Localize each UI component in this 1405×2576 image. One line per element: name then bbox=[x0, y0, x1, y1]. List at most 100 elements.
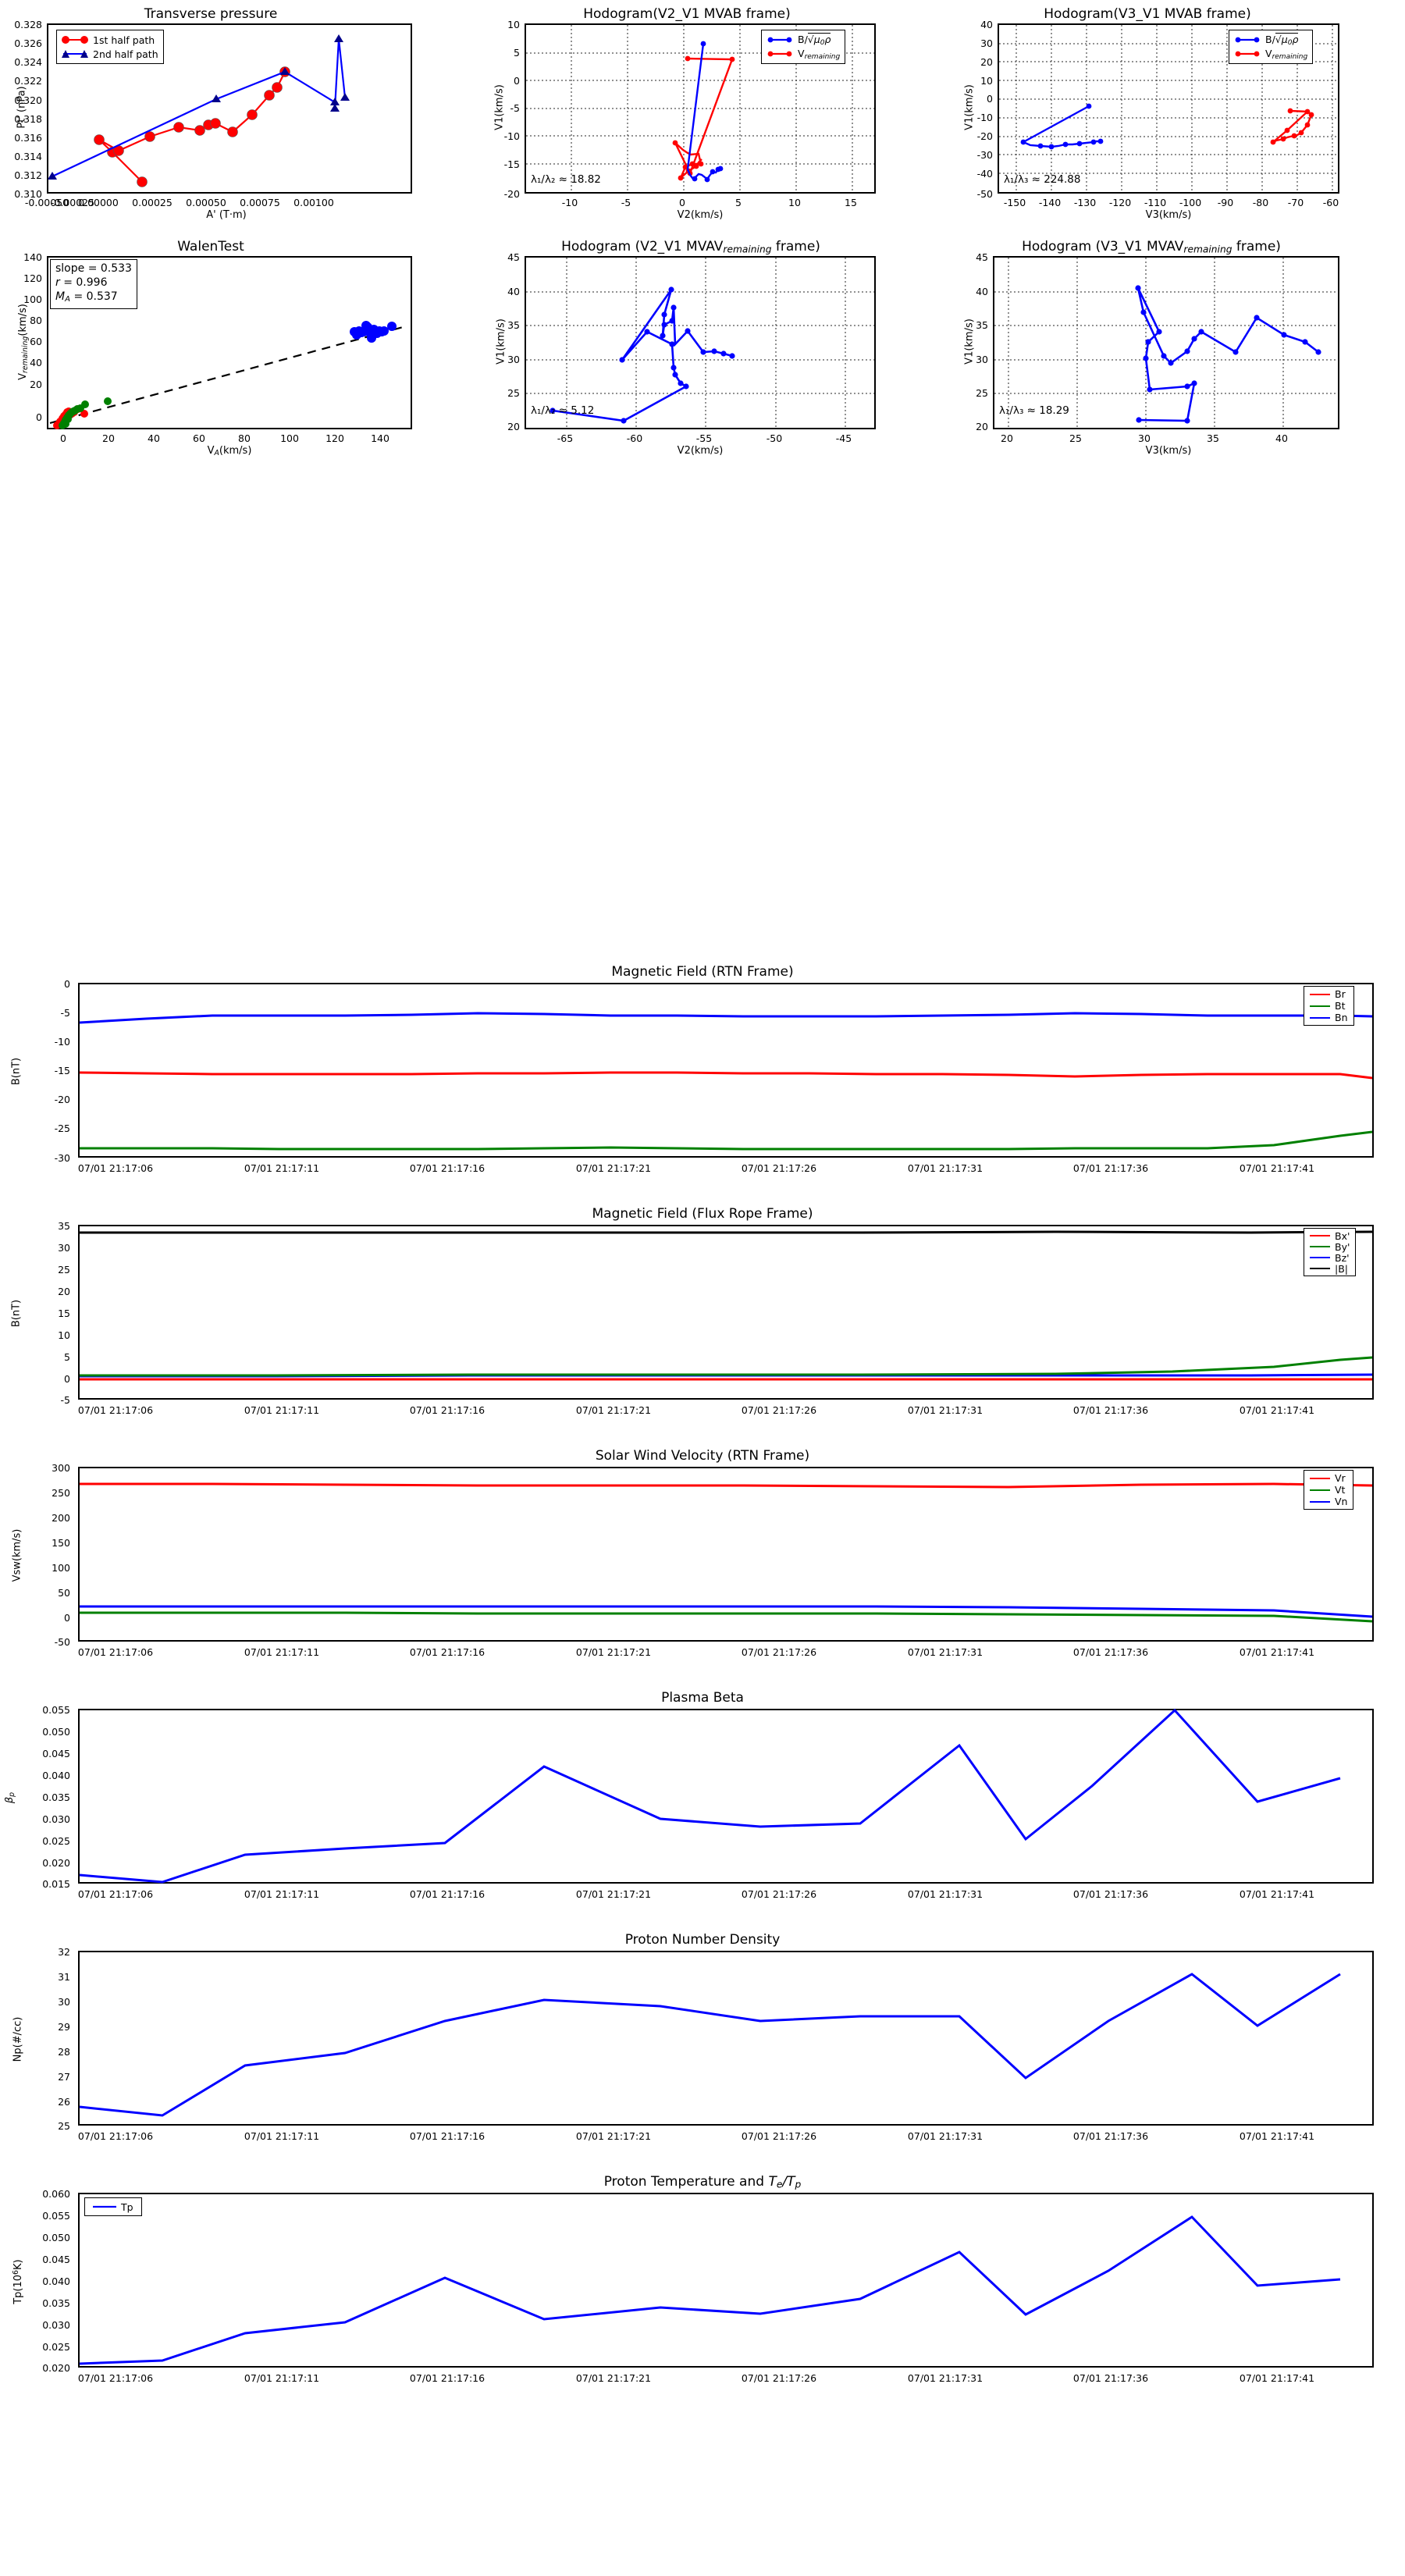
legend-label-b-alfven: B/√μ0ρ bbox=[1265, 32, 1299, 47]
y-tick: 0.322 bbox=[14, 75, 42, 87]
x-tick: 5 bbox=[735, 197, 742, 208]
x-tick: 0.00075 bbox=[240, 197, 280, 208]
y-tick: 40 bbox=[30, 357, 42, 368]
y-tick: 0.040 bbox=[42, 2275, 70, 2287]
x-tick: 07/01 21:17:36 bbox=[1072, 1888, 1149, 1900]
x-axis-label: A' (T·m) bbox=[206, 209, 247, 221]
legend-row: By' bbox=[1310, 1241, 1350, 1253]
x-tick: -0.00050 bbox=[24, 197, 69, 208]
y-axis-label: B(nT) bbox=[10, 1299, 23, 1328]
x-tick: 07/01 21:17:26 bbox=[741, 1646, 817, 1658]
legend-label: Vt bbox=[1335, 1484, 1346, 1496]
legend-row: Vt bbox=[1310, 1484, 1347, 1496]
x-tick: 0.00050 bbox=[186, 197, 226, 208]
y-tick: 0.318 bbox=[14, 113, 42, 125]
y-tick: 200 bbox=[52, 1512, 70, 1524]
y-tick: 0.025 bbox=[42, 1835, 70, 1847]
grid-lines bbox=[526, 258, 874, 428]
x-tick: 07/01 21:17:16 bbox=[409, 2130, 486, 2142]
y-axis-label: B(nT) bbox=[10, 1057, 23, 1086]
legend-label: Tp bbox=[121, 2201, 133, 2213]
series-b-alfven-line bbox=[686, 43, 721, 181]
y-tick: 20 bbox=[980, 56, 993, 68]
y-tick: 0.055 bbox=[42, 2210, 70, 2222]
b-rtn-svg bbox=[79, 1012, 1373, 1151]
series-bn bbox=[79, 1012, 1373, 1024]
legend-marker-vr bbox=[1310, 1477, 1330, 1479]
x-axis-label: V2(km/s) bbox=[677, 445, 724, 457]
y-tick: 30 bbox=[507, 354, 520, 365]
y-tick: 0.020 bbox=[42, 1857, 70, 1869]
x-tick: -100 bbox=[1179, 197, 1202, 208]
y-axis-label: V1(km/s) bbox=[495, 318, 507, 365]
y-tick: 0.314 bbox=[14, 151, 42, 162]
legend-label: Vn bbox=[1335, 1496, 1348, 1507]
y-tick: -50 bbox=[976, 188, 993, 200]
y-tick: -15 bbox=[54, 1065, 70, 1076]
walen-stats-box: slope = 0.533 r = 0.996 MA = 0.537 bbox=[50, 259, 137, 309]
y-tick: 45 bbox=[976, 251, 988, 263]
x-tick: 07/01 21:17:26 bbox=[741, 1404, 817, 1416]
series-bt bbox=[80, 1130, 1373, 1151]
x-tick: 07/01 21:17:31 bbox=[907, 1404, 984, 1416]
series-v1v2-markers bbox=[550, 286, 735, 424]
legend-marker-b-alfven bbox=[767, 37, 792, 43]
x-tick: 0.00025 bbox=[132, 197, 173, 208]
y-tick: 100 bbox=[23, 294, 42, 305]
y-tick: -15 bbox=[503, 158, 520, 170]
x-tick: 07/01 21:17:41 bbox=[1239, 1888, 1315, 1900]
ma-value: MA = 0.537 bbox=[55, 290, 118, 304]
plot-area bbox=[525, 256, 876, 429]
y-tick: 20 bbox=[58, 1286, 70, 1297]
series-1st-half-markers bbox=[94, 66, 290, 187]
y-tick: 20 bbox=[976, 421, 988, 432]
eigenvalue-ratio-annotation: λ₁/λ₃ ≈ 224.88 bbox=[1004, 173, 1081, 186]
legend-label: Vr bbox=[1335, 1472, 1346, 1484]
y-axis-label: βp bbox=[3, 1791, 17, 1804]
x-axis-label: V3(km/s) bbox=[1145, 445, 1192, 457]
legend-label-v-remaining: Vremaining bbox=[1265, 47, 1308, 61]
x-tick: 07/01 21:17:11 bbox=[244, 2372, 320, 2384]
x-tick: 07/01 21:17:16 bbox=[409, 1404, 486, 1416]
y-tick: -40 bbox=[976, 168, 993, 180]
legend-marker-v-remaining bbox=[767, 51, 792, 57]
legend-label: Bz' bbox=[1335, 1251, 1350, 1264]
x-tick: 0.00000 bbox=[78, 197, 119, 208]
legend-marker-b-alfven bbox=[1235, 37, 1260, 43]
x-tick: 07/01 21:17:41 bbox=[1239, 1404, 1315, 1416]
legend-marker-bx bbox=[1310, 1235, 1330, 1236]
panel-title: Hodogram(V2_V1 MVAB frame) bbox=[583, 6, 791, 22]
panel-title: Solar Wind Velocity (RTN Frame) bbox=[595, 1448, 810, 1464]
x-tick: 07/01 21:17:06 bbox=[77, 1162, 154, 1174]
y-tick: 25 bbox=[58, 1264, 70, 1276]
x-tick: 07/01 21:17:41 bbox=[1239, 1646, 1315, 1658]
x-axis-label: V2(km/s) bbox=[677, 209, 724, 221]
y-tick: 10 bbox=[980, 75, 993, 87]
panel-title: Hodogram (V3_V1 MVAVremaining frame) bbox=[1022, 239, 1281, 255]
x-tick: -80 bbox=[1252, 197, 1269, 208]
plot-area bbox=[998, 23, 1339, 194]
y-tick: 10 bbox=[507, 19, 520, 30]
r-value: r = 0.996 bbox=[55, 276, 108, 289]
y-tick: 20 bbox=[30, 379, 42, 390]
panel-magnetic-field-rtn: Magnetic Field (RTN Frame) Br Bt Bn 0 -5… bbox=[0, 964, 1405, 1198]
series-v-remaining-markers bbox=[1270, 108, 1314, 145]
y-tick: -10 bbox=[503, 130, 520, 142]
y-tick: 0.310 bbox=[14, 188, 42, 200]
x-tick: -120 bbox=[1108, 197, 1132, 208]
legend: B/√μ0ρ Vremaining bbox=[1229, 30, 1314, 64]
series-vt bbox=[80, 1611, 1373, 1623]
y-axis-label: Vremaining(km/s) bbox=[16, 304, 30, 380]
legend-marker-bmag bbox=[1310, 1268, 1330, 1269]
y-tick: -25 bbox=[54, 1123, 70, 1134]
x-tick: 07/01 21:17:21 bbox=[575, 1404, 652, 1416]
y-tick: 0.045 bbox=[42, 2254, 70, 2265]
x-tick: 20 bbox=[102, 432, 115, 444]
hodogram-v2v1-mvav-svg bbox=[526, 258, 874, 428]
legend: Br Bt Bn bbox=[1304, 986, 1354, 1026]
x-tick: 07/01 21:17:26 bbox=[741, 1162, 817, 1174]
y-tick: 0 bbox=[64, 1373, 70, 1385]
x-tick: 30 bbox=[1138, 432, 1151, 444]
legend-row: Bt bbox=[1310, 1000, 1348, 1012]
legend-row: |B| bbox=[1310, 1263, 1350, 1275]
